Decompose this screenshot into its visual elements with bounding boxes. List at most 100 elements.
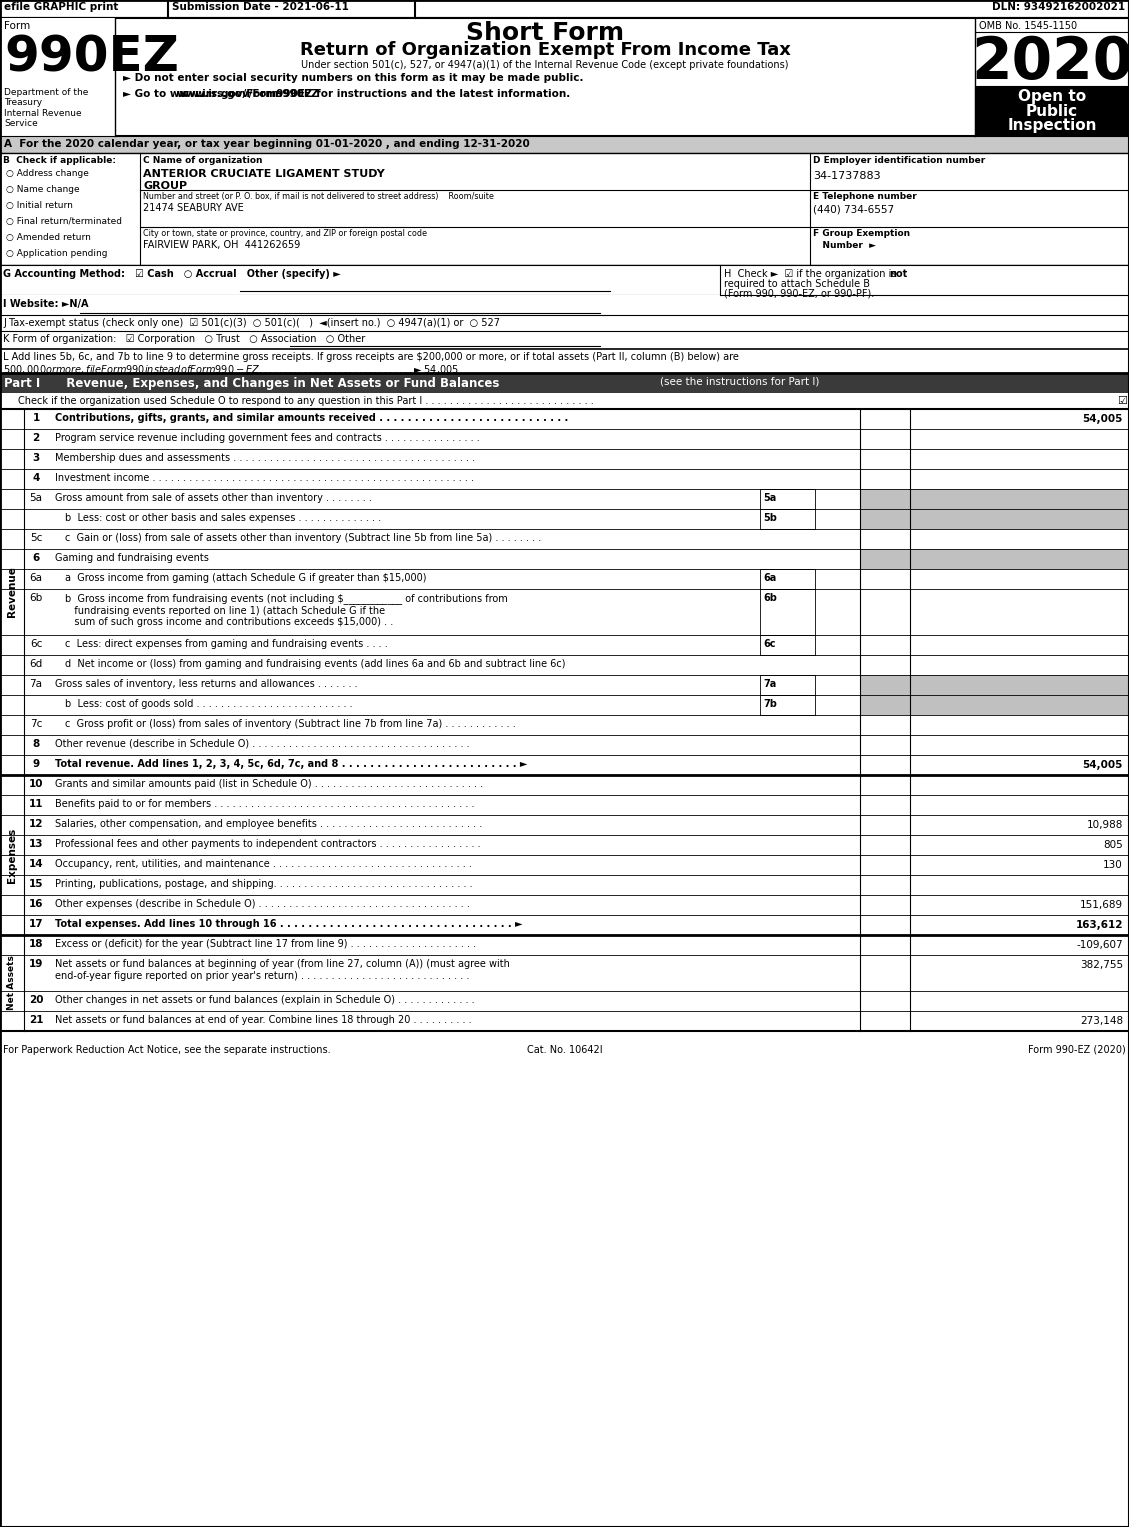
Text: 7c: 7c	[29, 719, 42, 728]
Text: L Add lines 5b, 6c, and 7b to line 9 to determine gross receipts. If gross recei: L Add lines 5b, 6c, and 7b to line 9 to …	[3, 353, 738, 362]
Text: (see the instructions for Part I): (see the instructions for Part I)	[660, 377, 820, 386]
Bar	[860, 675, 1129, 695]
Text: 20: 20	[28, 996, 43, 1005]
Text: Net assets or fund balances at end of year. Combine lines 18 through 20 . . . . : Net assets or fund balances at end of ye…	[55, 1015, 472, 1025]
Bar	[975, 86, 1129, 136]
Text: 16: 16	[28, 899, 43, 909]
Text: 11: 11	[28, 799, 43, 809]
Text: 6a: 6a	[29, 573, 43, 583]
Text: Part I: Part I	[5, 377, 41, 389]
Text: C Name of organization: C Name of organization	[143, 156, 263, 165]
Text: 6d: 6d	[29, 660, 43, 669]
Text: a  Gross income from gaming (attach Schedule G if greater than $15,000): a Gross income from gaming (attach Sched…	[65, 573, 427, 583]
Text: Program service revenue including government fees and contracts . . . . . . . . : Program service revenue including govern…	[55, 434, 480, 443]
Bar	[0, 0, 1129, 18]
Text: Return of Organization Exempt From Income Tax: Return of Organization Exempt From Incom…	[299, 41, 790, 60]
Text: efile GRAPHIC print: efile GRAPHIC print	[5, 2, 119, 12]
Text: Other expenses (describe in Schedule O) . . . . . . . . . . . . . . . . . . . . : Other expenses (describe in Schedule O) …	[55, 899, 470, 909]
Text: Department of the
Treasury
Internal Revenue
Service: Department of the Treasury Internal Reve…	[5, 89, 88, 128]
Text: 6a: 6a	[763, 573, 777, 583]
Text: B  Check if applicable:: B Check if applicable:	[3, 156, 116, 165]
Text: 34-1737883: 34-1737883	[813, 171, 881, 182]
Text: (Form 990, 990-EZ, or 990-PF).: (Form 990, 990-EZ, or 990-PF).	[724, 289, 874, 298]
Text: 2020: 2020	[971, 34, 1129, 92]
Text: 54,005: 54,005	[1083, 760, 1123, 770]
Bar	[0, 295, 720, 315]
Text: 15: 15	[28, 880, 43, 889]
Text: Total expenses. Add lines 10 through 16 . . . . . . . . . . . . . . . . . . . . : Total expenses. Add lines 10 through 16 …	[55, 919, 523, 928]
Bar	[0, 331, 1129, 350]
Text: not: not	[889, 269, 908, 279]
Text: ○ Final return/terminated: ○ Final return/terminated	[6, 217, 122, 226]
Text: ○ Address change: ○ Address change	[6, 169, 89, 179]
Text: 18: 18	[28, 939, 43, 948]
Text: 17: 17	[28, 919, 43, 928]
Text: 6b: 6b	[29, 592, 43, 603]
Text: 163,612: 163,612	[1076, 919, 1123, 930]
Text: Form: Form	[5, 21, 30, 31]
Bar	[760, 570, 815, 589]
Text: 13: 13	[28, 838, 43, 849]
Text: 382,755: 382,755	[1079, 960, 1123, 970]
Text: Short Form: Short Form	[466, 21, 624, 44]
Text: 990EZ: 990EZ	[5, 34, 178, 81]
Bar	[860, 550, 1129, 570]
Text: E Telephone number: E Telephone number	[813, 192, 917, 202]
Text: F Group Exemption: F Group Exemption	[813, 229, 910, 238]
Bar	[0, 18, 115, 136]
Text: Expenses: Expenses	[7, 828, 17, 883]
Text: Open to: Open to	[1018, 89, 1086, 104]
Text: 151,689: 151,689	[1079, 899, 1123, 910]
Text: Inspection: Inspection	[1007, 118, 1096, 133]
Text: b  Less: cost of goods sold . . . . . . . . . . . . . . . . . . . . . . . . . .: b Less: cost of goods sold . . . . . . .…	[65, 699, 352, 709]
Text: 6c: 6c	[763, 638, 776, 649]
Text: ► Do not enter social security numbers on this form as it may be made public.: ► Do not enter social security numbers o…	[123, 73, 584, 82]
Text: A  For the 2020 calendar year, or tax year beginning 01-01-2020 , and ending 12-: A For the 2020 calendar year, or tax yea…	[5, 139, 530, 150]
Text: Excess or (deficit) for the year (Subtract line 17 from line 9) . . . . . . . . : Excess or (deficit) for the year (Subtra…	[55, 939, 476, 948]
Text: Gaming and fundraising events: Gaming and fundraising events	[55, 553, 209, 563]
Text: Benefits paid to or for members . . . . . . . . . . . . . . . . . . . . . . . . : Benefits paid to or for members . . . . …	[55, 799, 474, 809]
Text: c  Less: direct expenses from gaming and fundraising events . . . .: c Less: direct expenses from gaming and …	[65, 638, 387, 649]
Text: 9: 9	[33, 759, 40, 770]
Text: Gross amount from sale of assets other than inventory . . . . . . . .: Gross amount from sale of assets other t…	[55, 493, 371, 502]
Bar	[0, 266, 1129, 295]
Text: G Accounting Method:   ☑ Cash   ○ Accrual   Other (specify) ►: G Accounting Method: ☑ Cash ○ Accrual Ot…	[3, 269, 341, 279]
Bar	[0, 373, 1129, 392]
Text: ☑: ☑	[1117, 395, 1127, 406]
Text: Submission Date - 2021-06-11: Submission Date - 2021-06-11	[172, 2, 349, 12]
Text: ○ Initial return: ○ Initial return	[6, 202, 73, 211]
Text: I Website: ►N/A: I Website: ►N/A	[3, 299, 88, 308]
Text: FAIRVIEW PARK, OH  441262659: FAIRVIEW PARK, OH 441262659	[143, 240, 300, 250]
Text: Cat. No. 10642I: Cat. No. 10642I	[527, 1044, 602, 1055]
Text: City or town, state or province, country, and ZIP or foreign postal code: City or town, state or province, country…	[143, 229, 427, 238]
Text: H  Check ►  ☑ if the organization is: H Check ► ☑ if the organization is	[724, 269, 900, 279]
Text: 5c: 5c	[29, 533, 42, 544]
Bar	[860, 508, 1129, 528]
Text: 273,148: 273,148	[1079, 1015, 1123, 1026]
Text: Number and street (or P. O. box, if mail is not delivered to street address)    : Number and street (or P. O. box, if mail…	[143, 192, 493, 202]
Text: Grants and similar amounts paid (list in Schedule O) . . . . . . . . . . . . . .: Grants and similar amounts paid (list in…	[55, 779, 483, 789]
Text: Membership dues and assessments . . . . . . . . . . . . . . . . . . . . . . . . : Membership dues and assessments . . . . …	[55, 454, 475, 463]
Text: Professional fees and other payments to independent contractors . . . . . . . . : Professional fees and other payments to …	[55, 838, 481, 849]
Text: 10: 10	[28, 779, 43, 789]
Text: Total revenue. Add lines 1, 2, 3, 4, 5c, 6d, 7c, and 8 . . . . . . . . . . . . .: Total revenue. Add lines 1, 2, 3, 4, 5c,…	[55, 759, 527, 770]
Text: (440) 734-6557: (440) 734-6557	[813, 205, 894, 214]
Text: Contributions, gifts, grants, and similar amounts received . . . . . . . . . . .: Contributions, gifts, grants, and simila…	[55, 412, 568, 423]
Text: 7b: 7b	[763, 699, 777, 709]
Text: GROUP: GROUP	[143, 182, 187, 191]
Text: 21: 21	[28, 1015, 43, 1025]
Text: c  Gross profit or (loss) from sales of inventory (Subtract line 7b from line 7a: c Gross profit or (loss) from sales of i…	[65, 719, 516, 728]
Text: Revenue: Revenue	[7, 567, 17, 617]
Text: Net Assets: Net Assets	[8, 956, 17, 1011]
Text: Check if the organization used Schedule O to respond to any question in this Par: Check if the organization used Schedule …	[18, 395, 594, 406]
Bar	[760, 508, 815, 528]
Bar	[0, 153, 1129, 266]
Text: 4: 4	[33, 473, 40, 483]
Text: 5a: 5a	[29, 493, 43, 502]
Text: ○ Application pending: ○ Application pending	[6, 249, 107, 258]
Bar	[760, 675, 815, 695]
Text: b  Less: cost or other basis and sales expenses . . . . . . . . . . . . . .: b Less: cost or other basis and sales ex…	[65, 513, 382, 524]
Text: 3: 3	[33, 454, 40, 463]
Bar	[760, 589, 815, 635]
Text: Occupancy, rent, utilities, and maintenance . . . . . . . . . . . . . . . . . . : Occupancy, rent, utilities, and maintena…	[55, 860, 472, 869]
